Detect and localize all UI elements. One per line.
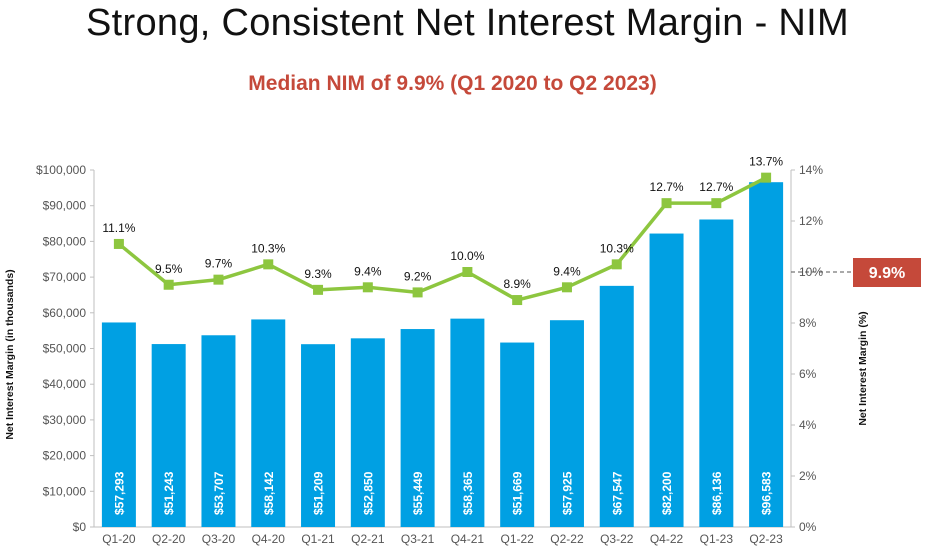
nim-percent-label: 9.2%	[404, 269, 432, 283]
nim-percent-label: 9.3%	[304, 267, 332, 281]
nim-percent-label: 12.7%	[699, 180, 733, 194]
bar	[450, 318, 485, 527]
bar-value-label: $52,850	[361, 471, 375, 515]
bar	[151, 344, 186, 527]
x-tick-label: Q4-21	[451, 532, 485, 546]
x-tick-label: Q1-23	[700, 532, 734, 546]
bar	[500, 342, 535, 527]
x-tick-label: Q4-22	[650, 532, 684, 546]
nim-percent-marker	[362, 282, 373, 293]
x-tick-label: Q2-23	[749, 532, 783, 546]
nim-percent-label: 10.0%	[450, 249, 484, 263]
bar-value-label: $86,136	[710, 471, 724, 515]
nim-percent-marker	[163, 279, 174, 290]
nim-percent-marker	[113, 238, 124, 249]
bar	[301, 344, 336, 527]
left-tick-label: $70,000	[43, 270, 87, 284]
bar	[201, 335, 236, 527]
right-tick-label: 8%	[799, 316, 817, 330]
x-tick-label: Q2-22	[550, 532, 584, 546]
left-tick-label: $30,000	[43, 413, 87, 427]
right-tick-label: 12%	[799, 214, 823, 228]
nim-percent-label: 9.7%	[205, 257, 233, 271]
nim-percent-label: 9.4%	[354, 264, 382, 278]
nim-percent-marker	[462, 267, 473, 277]
slide-title: Strong, Consistent Net Interest Margin -…	[86, 2, 849, 44]
nim-percent-label: 13.7%	[749, 155, 783, 169]
bar	[549, 320, 584, 527]
bar-value-label: $57,293	[112, 471, 126, 515]
nim-percent-line	[117, 176, 767, 302]
bar	[251, 319, 286, 527]
left-tick-label: $50,000	[43, 342, 87, 356]
x-tick-label: Q3-20	[202, 532, 236, 546]
bar-value-label: $57,925	[560, 471, 574, 515]
nim-percent-marker	[561, 282, 572, 293]
median-badge-label: 9.9%	[869, 265, 905, 282]
nim-percent-label: 9.5%	[155, 262, 183, 276]
bar	[649, 233, 684, 527]
left-axis-title: Net Interest Margin (in thousands)	[4, 269, 16, 439]
left-tick-label: $10,000	[43, 484, 87, 498]
bar-value-label: $58,142	[262, 471, 276, 515]
right-axis-title: Net Interest Margin (%)	[857, 311, 869, 425]
nim-percent-marker	[611, 259, 622, 270]
bar-value-label: $82,200	[660, 471, 674, 515]
nim-percent-label: 10.3%	[600, 241, 634, 255]
bar	[749, 182, 784, 528]
left-tick-label: $40,000	[43, 377, 87, 391]
bar-value-label: $53,707	[212, 471, 226, 515]
slide-subtitle: Median NIM of 9.9% (Q1 2020 to Q2 2023)	[248, 72, 657, 95]
nim-percent-marker	[711, 198, 722, 209]
bar-value-label: $55,449	[411, 471, 425, 515]
nim-percent-label: 11.1%	[102, 221, 135, 235]
x-tick-label: Q1-21	[301, 532, 335, 546]
x-tick-label: Q3-22	[600, 532, 634, 546]
nim-percent-label: 12.7%	[650, 180, 684, 194]
bar-value-label: $96,583	[760, 471, 774, 515]
nim-percent-marker	[263, 259, 274, 270]
nim-percent-marker	[412, 287, 423, 298]
left-tick-label: $0	[73, 520, 87, 534]
x-tick-label: Q1-22	[500, 532, 534, 546]
nim-percent-marker	[761, 172, 772, 183]
left-tick-label: $90,000	[43, 199, 87, 213]
right-tick-label: 2%	[799, 469, 817, 483]
bar-value-label: $51,209	[312, 471, 326, 515]
bar	[699, 219, 734, 527]
bar-value-label: $67,547	[610, 471, 624, 515]
nim-percent-label: 10.3%	[251, 241, 285, 255]
x-tick-label: Q1-20	[102, 532, 136, 546]
x-tick-label: Q2-21	[351, 532, 385, 546]
nim-percent-label: 8.9%	[503, 277, 531, 291]
nim-percent-marker	[512, 295, 523, 306]
bar	[400, 329, 435, 527]
left-tick-label: $80,000	[43, 234, 87, 248]
bar	[101, 322, 136, 527]
nim-percent-label: 9.4%	[553, 264, 581, 278]
right-tick-label: 0%	[799, 520, 817, 534]
right-tick-label: 10%	[799, 265, 823, 279]
bar-value-label: $58,365	[461, 471, 475, 515]
right-tick-label: 6%	[799, 367, 817, 381]
nim-percent-marker	[213, 274, 224, 285]
left-tick-label: $100,000	[36, 163, 86, 177]
x-tick-label: Q2-20	[152, 532, 186, 546]
nim-percent-marker	[661, 198, 672, 209]
median-badge	[853, 258, 921, 287]
right-tick-label: 14%	[799, 163, 823, 177]
left-tick-label: $60,000	[43, 306, 87, 320]
x-tick-label: Q4-20	[252, 532, 286, 546]
left-tick-label: $20,000	[43, 449, 87, 463]
nim-percent-marker	[313, 284, 324, 295]
x-tick-label: Q3-21	[401, 532, 435, 546]
bar	[350, 338, 385, 527]
bar	[599, 285, 634, 527]
bar-value-label: $51,669	[511, 471, 525, 515]
bar-value-label: $51,243	[162, 471, 176, 515]
right-tick-label: 4%	[799, 418, 817, 432]
